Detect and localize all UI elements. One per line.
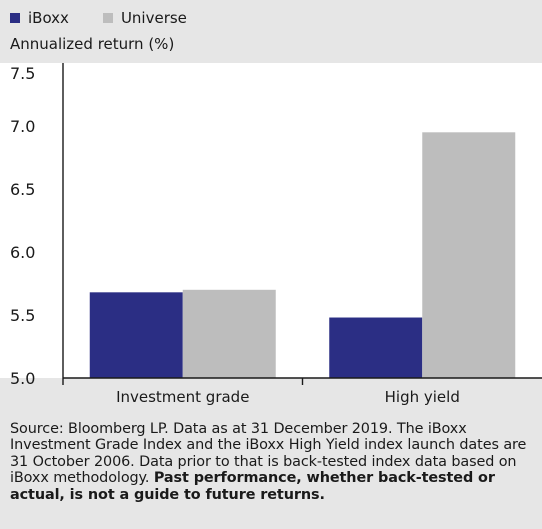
legend-item-iboxx: iBoxx: [10, 9, 69, 27]
bar-iboxx: [89, 292, 183, 378]
bar-iboxx: [329, 317, 423, 378]
y-tick-label: 5.5: [10, 306, 35, 325]
legend-label-iboxx: iBoxx: [28, 9, 69, 27]
y-tick-label: 5.0: [10, 369, 35, 388]
x-tick-label: Investment grade: [116, 388, 249, 406]
y-tick-label: 6.5: [10, 180, 35, 199]
source-disclaimer: Past performance, whether back-tested or…: [10, 470, 495, 503]
bar-chart: 5.0 5.5 6.0 6.5 7.0 7.5 Investment grade High y…: [0, 63, 542, 406]
bar-universe: [422, 132, 516, 378]
source-text: Source: Bloomberg LP. Data as at 31 Dece…: [10, 421, 527, 487]
bar-universe: [182, 289, 276, 378]
legend-label-universe: Universe: [120, 9, 187, 27]
y-tick-label: 6.0: [10, 243, 35, 262]
y-tick-label: 7.0: [10, 117, 35, 136]
x-tick-label: High yield: [385, 388, 460, 406]
y-tick-label: 7.5: [10, 64, 35, 83]
legend-swatch-universe: [102, 13, 113, 23]
chart-area: 5.0 5.5 6.0 6.5 7.0 7.5 Investment grade High y…: [0, 63, 542, 410]
source-note: Source: Bloomberg LP. Data as at 31 Dece…: [10, 421, 532, 503]
chart-legend: iBoxx Universe: [10, 6, 187, 30]
legend-item-universe: Universe: [102, 9, 187, 27]
legend-swatch-iboxx: [10, 13, 20, 23]
y-axis-title: Annualized return (%): [10, 35, 175, 53]
